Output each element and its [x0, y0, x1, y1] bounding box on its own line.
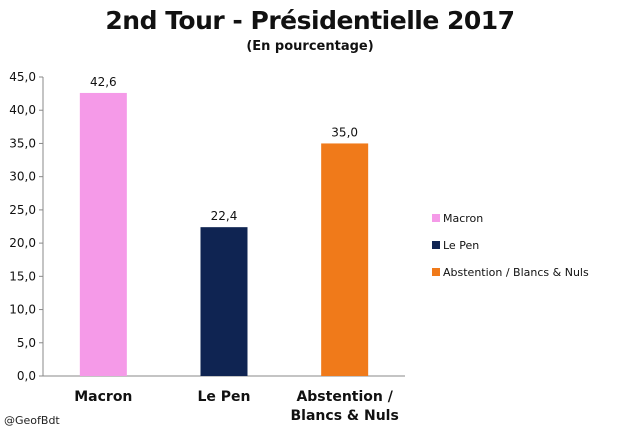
- category-label: Le Pen: [197, 389, 250, 405]
- author-credit: @GeofBdt: [4, 414, 60, 427]
- y-tick-label: 45,0: [9, 70, 36, 84]
- legend-entry: Le Pen: [443, 239, 479, 252]
- y-tick-label: 5,0: [17, 336, 36, 350]
- category-label: Blancs & Nuls: [291, 408, 399, 424]
- data-label: 35,0: [331, 125, 358, 139]
- legend-swatch: [432, 214, 440, 222]
- y-tick-label: 0,0: [17, 369, 36, 383]
- y-tick-label: 10,0: [9, 303, 36, 317]
- y-tick-label: 25,0: [9, 203, 36, 217]
- legend-swatch: [432, 268, 440, 276]
- bar-2: [200, 227, 248, 376]
- category-label: Abstention /: [296, 389, 393, 405]
- y-tick-label: 15,0: [9, 269, 36, 283]
- y-tick-label: 35,0: [9, 136, 36, 150]
- category-label: Macron: [74, 389, 132, 405]
- legend-entry: Abstention / Blancs & Nuls: [443, 266, 589, 279]
- chart-title: 2nd Tour - Présidentielle 2017: [105, 6, 515, 35]
- legend-entry: Macron: [443, 212, 483, 225]
- data-label: 22,4: [211, 209, 238, 223]
- y-tick-label: 30,0: [9, 170, 36, 184]
- chart-subtitle: (En pourcentage): [246, 39, 374, 54]
- y-tick-label: 40,0: [9, 103, 36, 117]
- bar-1: [79, 92, 127, 377]
- data-label: 42,6: [90, 75, 117, 89]
- bar-3: [321, 143, 369, 376]
- y-tick-label: 20,0: [9, 236, 36, 250]
- legend-swatch: [432, 241, 440, 249]
